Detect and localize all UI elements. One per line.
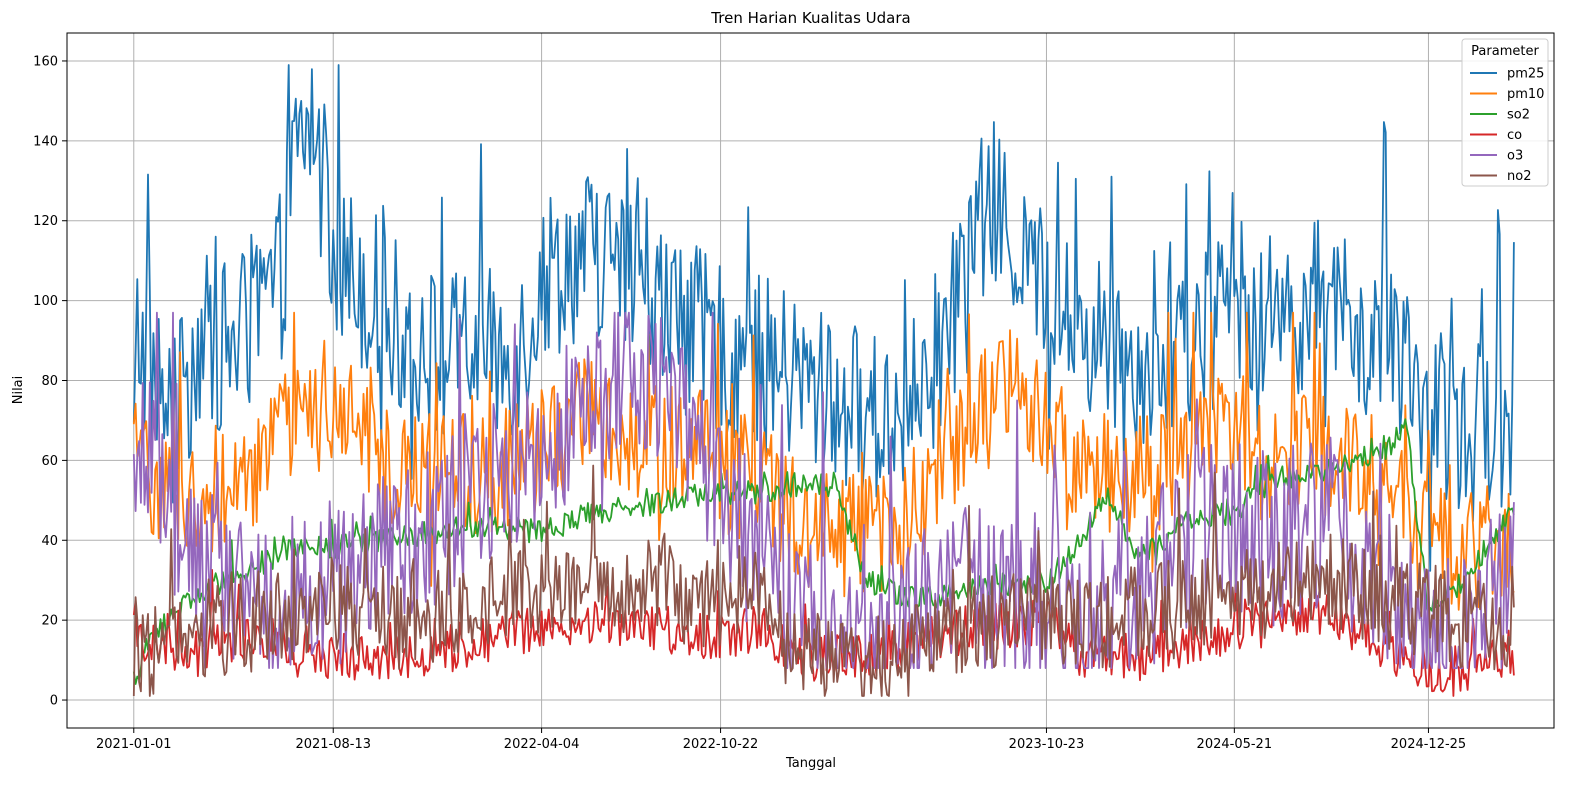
series-layer [132,64,1515,697]
legend-label-pm25: pm25 [1507,67,1544,82]
legend-label-pm10: pm10 [1507,87,1544,102]
x-tick-label: 2023-10-23 [1009,737,1085,752]
series-line-o3 [132,311,1515,669]
y-tick-label: 160 [33,54,58,69]
legend: Parameter pm25 pm10 so2 co o3 no2 [1461,38,1549,187]
legend-label-so2: so2 [1507,108,1530,123]
legend-label-o3: o3 [1507,149,1523,164]
x-tick-label: 2022-10-22 [683,737,759,752]
legend-items: pm25 pm10 so2 co o3 no2 [1470,67,1544,184]
legend-title: Parameter [1471,44,1539,59]
x-tick-label: 2022-04-04 [504,737,580,752]
chart-title: Tren Harian Kualitas Udara [710,9,910,27]
y-tick-label: 120 [33,214,58,229]
y-tick-label: 100 [33,294,58,309]
series-line-no2 [132,464,1515,697]
legend-label-co: co [1507,128,1522,143]
y-tick-label: 20 [41,614,58,629]
y-tick-label: 80 [41,374,58,389]
tick-layer: 2021-01-01 2021-08-13 2022-04-04 2022-10-22… [33,54,1466,752]
x-tick-label: 2021-08-13 [295,737,371,752]
x-tick-label: 2021-01-01 [96,737,172,752]
legend-label-no2: no2 [1507,169,1531,184]
x-axis-title: Tanggal [785,756,836,771]
legend-box [1461,38,1549,187]
y-tick-label: 40 [41,534,58,549]
x-tick-label: 2024-12-25 [1391,737,1467,752]
y-tick-label: 140 [33,134,58,149]
x-tick-label: 2024-05-21 [1197,737,1273,752]
y-axis-title: Nilai [11,376,26,405]
series-line-co [132,569,1515,697]
y-tick-label: 60 [41,454,58,469]
y-tick-label: 0 [50,694,58,709]
